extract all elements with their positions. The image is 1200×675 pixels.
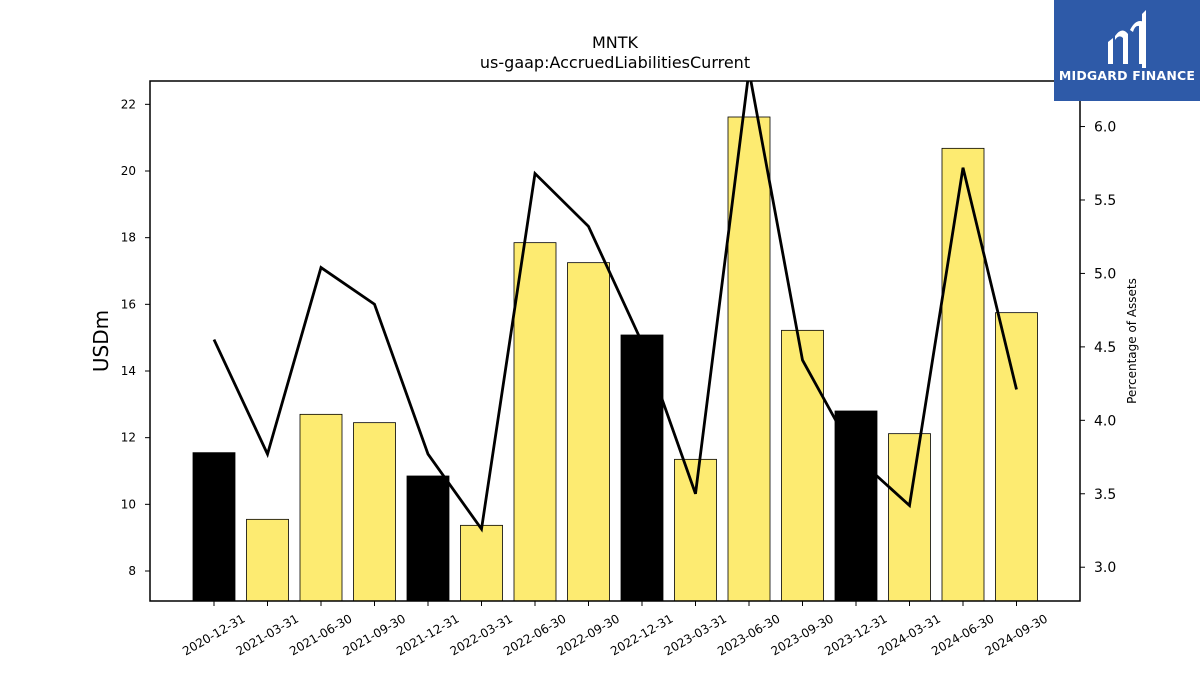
bar-2022-06-30 <box>513 242 557 601</box>
bar-2021-06-30 <box>299 413 343 601</box>
bar-2023-09-30 <box>781 329 824 601</box>
bar-2021-03-31 <box>246 518 289 601</box>
y-tick-label: 22 <box>121 97 136 111</box>
y-tick-label: 14 <box>121 364 136 378</box>
y2-tick-label: 6.0 <box>1094 120 1116 136</box>
y-tick-label: 18 <box>121 231 136 245</box>
y-tick-label: 12 <box>121 431 136 445</box>
y-tick-label: 20 <box>121 164 136 178</box>
brand-logo: MIDGARD FINANCE <box>1054 0 1200 101</box>
bar-2024-09-30 <box>995 312 1038 601</box>
y-axis-label: USDm <box>89 310 113 372</box>
plot-frame <box>149 80 1081 602</box>
bar-2022-12-31 <box>620 334 664 601</box>
y-tick-label: 16 <box>121 297 136 311</box>
y2-tick-label: 3.5 <box>1094 487 1116 503</box>
bar-2023-03-31 <box>674 458 717 601</box>
brand-name: MIDGARD FINANCE <box>1058 68 1196 83</box>
bar-2024-06-30 <box>941 147 985 601</box>
y2-tick-label: 3.0 <box>1094 560 1116 576</box>
bar-2022-09-30 <box>567 262 610 601</box>
chart-title: MNTK <box>592 33 639 52</box>
bar-2023-12-31 <box>834 410 878 601</box>
y2-tick-label: 5.0 <box>1094 266 1116 282</box>
bar-2024-03-31 <box>888 433 931 601</box>
bar-2021-12-31 <box>406 475 450 601</box>
y2-tick-label: 4.5 <box>1094 340 1116 356</box>
y-tick-label: 8 <box>128 564 136 578</box>
y2-tick-label: 5.5 <box>1094 193 1116 209</box>
chart-subtitle: us-gaap:AccruedLiabilitiesCurrent <box>480 53 750 72</box>
bar-2022-03-31 <box>460 524 503 601</box>
percentage-line <box>212 81 1018 533</box>
y-tick-label: 10 <box>121 497 136 511</box>
bar-2023-06-30 <box>727 116 771 601</box>
bar-2021-09-30 <box>353 422 396 601</box>
bar-2020-12-31 <box>192 452 236 601</box>
y2-axis-label: Percentage of Assets <box>1125 278 1139 404</box>
y2-tick-label: 4.0 <box>1094 413 1116 429</box>
midgard-logo-icon <box>1108 10 1146 68</box>
